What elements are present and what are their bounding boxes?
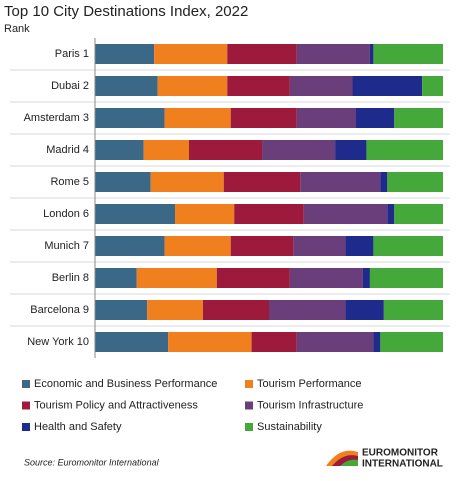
- bar-segment: [188, 140, 263, 160]
- legend-label: Health and Safety: [34, 421, 122, 433]
- bar-segment: [373, 332, 381, 352]
- legend-label: Economic and Business Performance: [34, 378, 217, 390]
- bar-segment: [369, 268, 443, 288]
- bar-segment: [345, 300, 384, 320]
- bar-segment: [95, 76, 158, 96]
- bar-segment: [366, 140, 443, 160]
- bar-segment: [147, 300, 203, 320]
- bar-segment: [164, 236, 231, 256]
- bar-segment: [202, 300, 269, 320]
- bar-segment: [356, 108, 395, 128]
- bar-segment: [269, 300, 346, 320]
- bar-segment: [164, 108, 231, 128]
- bar-segment: [380, 332, 443, 352]
- bar-segment: [362, 268, 370, 288]
- y-axis-label: Rank: [4, 23, 30, 35]
- bar-segment: [262, 140, 336, 160]
- chart-title: Top 10 City Destinations Index, 2022: [4, 3, 248, 20]
- bar-segment: [95, 172, 151, 192]
- legend-label: Tourism Performance: [257, 378, 362, 390]
- bar-segment: [373, 44, 443, 64]
- y-tick-label: Paris 1: [55, 48, 89, 60]
- bar-segment: [223, 172, 301, 192]
- bar-segment: [251, 332, 297, 352]
- bar-segment: [296, 44, 370, 64]
- y-tick-label: Barcelona 9: [30, 304, 89, 316]
- bar-segment: [293, 236, 346, 256]
- bar-segment: [300, 172, 381, 192]
- bar-segment: [335, 140, 367, 160]
- bar-segment: [296, 108, 356, 128]
- bar-segment: [352, 76, 423, 96]
- bar-segment: [394, 108, 443, 128]
- bar-segment: [234, 204, 304, 224]
- y-tick-label: Madrid 4: [46, 144, 89, 156]
- y-tick-label: Amsterdam 3: [24, 112, 89, 124]
- source: Source: Euromonitor International: [24, 457, 160, 467]
- bar-segment: [383, 300, 443, 320]
- bar-segment: [373, 236, 443, 256]
- y-tick-label: New York 10: [27, 336, 89, 348]
- logo-text: INTERNATIONAL: [362, 459, 443, 470]
- legend-swatch: [22, 380, 30, 388]
- bar-segment: [289, 268, 363, 288]
- y-tick-label: Dubai 2: [51, 80, 89, 92]
- bar-segment: [175, 204, 235, 224]
- y-tick-label: London 6: [43, 208, 89, 220]
- bar-segment: [230, 236, 294, 256]
- bar-segment: [95, 140, 144, 160]
- bar-segment: [95, 204, 176, 224]
- bar-segment: [289, 76, 353, 96]
- bar-segment: [230, 108, 297, 128]
- legend-swatch: [245, 380, 253, 388]
- bar-segment: [95, 300, 148, 320]
- legend-label: Sustainability: [257, 421, 322, 433]
- bar-segment: [380, 172, 388, 192]
- bar-segment: [345, 236, 374, 256]
- bar-segment: [369, 44, 374, 64]
- legend-swatch: [245, 401, 253, 410]
- bar-segment: [168, 332, 252, 352]
- y-tick-label: Berlin 8: [52, 272, 89, 284]
- logo-text: EUROMONITOR: [362, 448, 439, 459]
- bar-segment: [216, 268, 290, 288]
- bar-segment: [394, 204, 443, 224]
- bar-segment: [143, 140, 189, 160]
- y-tick-label: Rome 5: [50, 176, 89, 188]
- bar-segment: [95, 332, 169, 352]
- legend-label: Tourism Policy and Attractiveness: [34, 399, 198, 411]
- bar-segment: [387, 172, 443, 192]
- bar-segment: [150, 172, 224, 192]
- legend-label: Tourism Infrastructure: [257, 399, 363, 411]
- bar-segment: [227, 44, 297, 64]
- bar-segment: [303, 204, 388, 224]
- legend-swatch: [22, 423, 30, 431]
- bar-segment: [95, 44, 155, 64]
- bar-segment: [387, 204, 395, 224]
- bar-segment: [95, 268, 137, 288]
- legend-swatch: [22, 401, 30, 410]
- bar-segment: [95, 236, 165, 256]
- logo-icon: [326, 450, 358, 466]
- bar-segment: [154, 44, 228, 64]
- bar-segment: [296, 332, 374, 352]
- bar-segment: [136, 268, 217, 288]
- bar-segment: [422, 76, 443, 96]
- legend-swatch: [245, 423, 253, 431]
- y-tick-label: Munich 7: [44, 240, 89, 252]
- bar-segment: [227, 76, 290, 96]
- bar-segment: [157, 76, 228, 96]
- bar-segment: [95, 108, 165, 128]
